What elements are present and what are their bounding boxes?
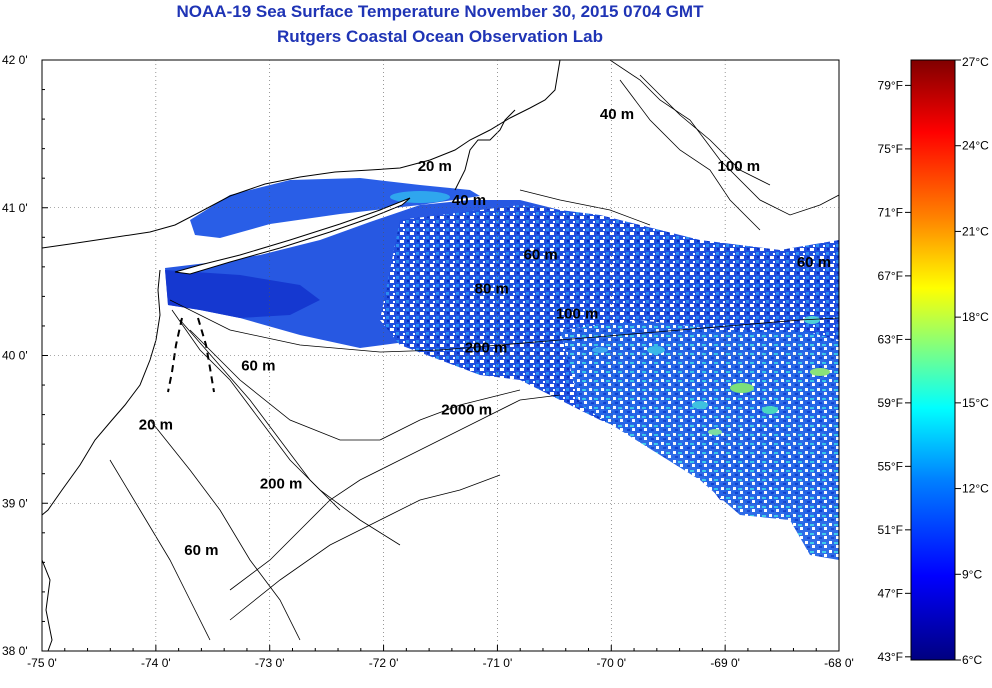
colorbar-c-label: 9°C (962, 567, 982, 581)
lat-tick-label: 39 0' (2, 496, 28, 510)
colorbar-f-label: 75°F (878, 142, 903, 156)
coastline-cape-cod (454, 109, 516, 191)
colorbar-c-label: 27°C (962, 55, 989, 69)
colorbar-c-label: 6°C (962, 653, 982, 667)
map-title: NOAA-19 Sea Surface Temperature November… (176, 2, 704, 21)
coastline-long-island (174, 197, 411, 275)
colorbar-f-label: 79°F (878, 78, 903, 92)
colorbar-f-label: 59°F (878, 396, 903, 410)
colorbar-c-label: 21°C (962, 224, 989, 238)
lon-tick-label: -69 0' (710, 656, 740, 670)
latitude-axis: 42 0' 41 0' 40 0' 39 0' 38 0' (2, 53, 48, 658)
colorbar-f-label: 67°F (878, 269, 903, 283)
colorbar-f-label: 43°F (878, 650, 903, 664)
sst-nearshore-ny-bight (165, 270, 320, 318)
graticule (42, 60, 839, 651)
depth-contour-label: 20 m (418, 158, 452, 175)
colorbar-f-label: 63°F (878, 332, 903, 346)
depth-contour-label: 2000 m (441, 402, 492, 419)
coastline-nj-delmarva (42, 269, 161, 516)
depth-contour-label: 40 m (600, 106, 634, 123)
longitude-axis: -75 0' -74 0' -73 0' -72 0' -71 0' -70 0' -69 … (27, 645, 854, 670)
colorbar-f-label: 47°F (878, 586, 903, 600)
coastline-delmarva-south (42, 559, 53, 651)
lon-tick-label: -71 0' (483, 656, 513, 670)
sst-offshore-speckled-south (560, 320, 839, 560)
depth-contour-label: 60 m (524, 246, 558, 263)
depth-contour-label: 200 m (465, 340, 508, 357)
depth-contour-label: 60 m (797, 254, 831, 271)
colorbar-fahrenheit-labels: 79°F 75°F 71°F 67°F 63°F 59°F 55°F 51°F 47°F 43°F (878, 78, 911, 664)
depth-contour-label: 100 m (718, 158, 761, 175)
bathymetry-contours (109, 74, 839, 641)
depth-contour-label: 80 m (475, 280, 509, 297)
lat-tick-label: 41 0' (2, 201, 28, 215)
lon-tick-label: -72 0' (369, 656, 399, 670)
lon-tick-label: -68 0' (824, 656, 854, 670)
colorbar-f-label: 71°F (878, 205, 903, 219)
lon-tick-label: -74 0' (141, 656, 171, 670)
colorbar (910, 59, 956, 661)
colorbar-c-label: 12°C (962, 482, 989, 496)
depth-contour-label: 20 m (139, 416, 173, 433)
lon-tick-label: -70 0' (596, 656, 626, 670)
depth-contour-label: 200 m (260, 475, 303, 492)
coastline-gulf-of-maine (609, 60, 839, 216)
lon-tick-label: -73 0' (255, 656, 285, 670)
lat-tick-label: 40 0' (2, 349, 28, 363)
hudson-canyon-dashed (167, 317, 215, 393)
depth-contour-label: 60 m (241, 357, 275, 374)
colorbar-celsius-labels: 27°C 24°C 21°C 18°C 15°C 12°C 9°C 6°C (955, 55, 989, 667)
depth-contour-label: 100 m (556, 306, 599, 323)
depth-contour-label: 60 m (184, 542, 218, 559)
colorbar-c-label: 18°C (962, 310, 989, 324)
coastline-new-england (42, 60, 561, 249)
lat-tick-label: 42 0' (2, 53, 28, 67)
colorbar-c-label: 15°C (962, 396, 989, 410)
map-body (42, 60, 839, 651)
colorbar-c-label: 24°C (962, 139, 989, 153)
colorbar-f-label: 55°F (878, 459, 903, 473)
lon-tick-label: -75 0' (27, 656, 57, 670)
depth-contour-label: 40 m (452, 192, 486, 209)
map-subtitle: Rutgers Coastal Ocean Observation Lab (277, 27, 603, 46)
colorbar-f-label: 51°F (878, 523, 903, 537)
lat-tick-label: 38 0' (2, 644, 28, 658)
